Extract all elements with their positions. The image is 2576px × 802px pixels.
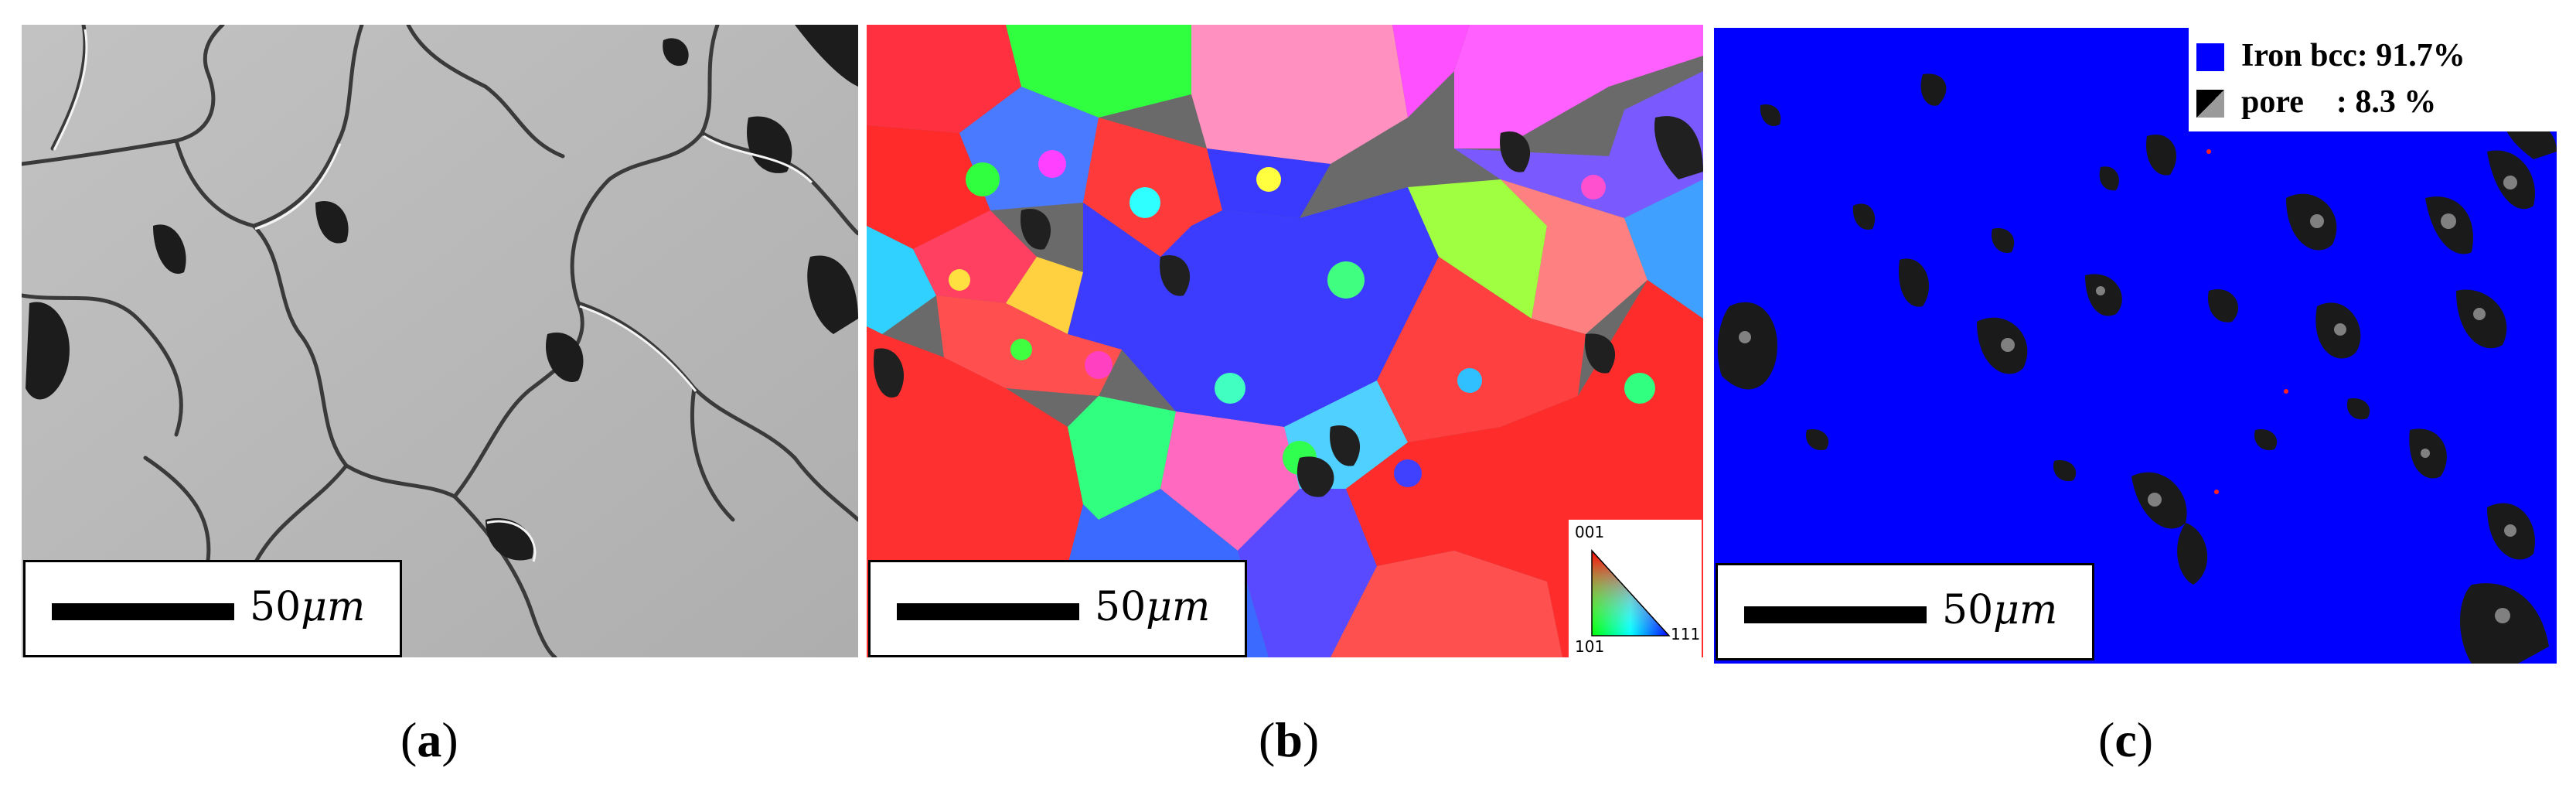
ipf-label-111: 111 [1671, 625, 1701, 643]
ipf-triangle [1591, 549, 1671, 636]
ipf-map-panel: 50μm 001 101 111 [867, 25, 1703, 657]
ipf-color-key: 001 101 111 [1569, 520, 1702, 657]
ipf-orientation-map [867, 25, 1703, 657]
sem-image-panel: 50μm [22, 25, 858, 657]
pore-swatch [2196, 90, 2224, 118]
scale-bar-line [897, 603, 1079, 620]
sem-micrograph [22, 25, 858, 657]
scale-bar: 50μm [1716, 563, 2094, 660]
caption-a: (a) [400, 712, 458, 767]
scale-bar: 50μm [868, 560, 1247, 657]
scale-bar: 50μm [23, 560, 402, 657]
caption-b: (b) [1259, 712, 1320, 767]
phase-map [1714, 28, 2557, 664]
phase-map-panel: Iron bcc: 91.7% pore : 8.3 % 50μm [1714, 28, 2557, 664]
caption-c: (c) [2098, 712, 2154, 767]
scale-bar-line [1744, 606, 1927, 623]
scale-bar-label: 50μm [1095, 584, 1211, 630]
ipf-label-001: 001 [1575, 523, 1605, 541]
scale-bar-line [52, 603, 234, 620]
phase-legend: Iron bcc: 91.7% pore : 8.3 % [2189, 28, 2557, 131]
scale-bar-label: 50μm [250, 584, 366, 630]
legend-label-pore: pore : 8.3 % [2241, 84, 2437, 120]
legend-label-iron: Iron bcc: 91.7% [2241, 38, 2465, 73]
scale-bar-label: 50μm [1942, 587, 2058, 633]
ipf-label-101: 101 [1575, 637, 1605, 656]
iron-bcc-swatch [2196, 43, 2224, 71]
